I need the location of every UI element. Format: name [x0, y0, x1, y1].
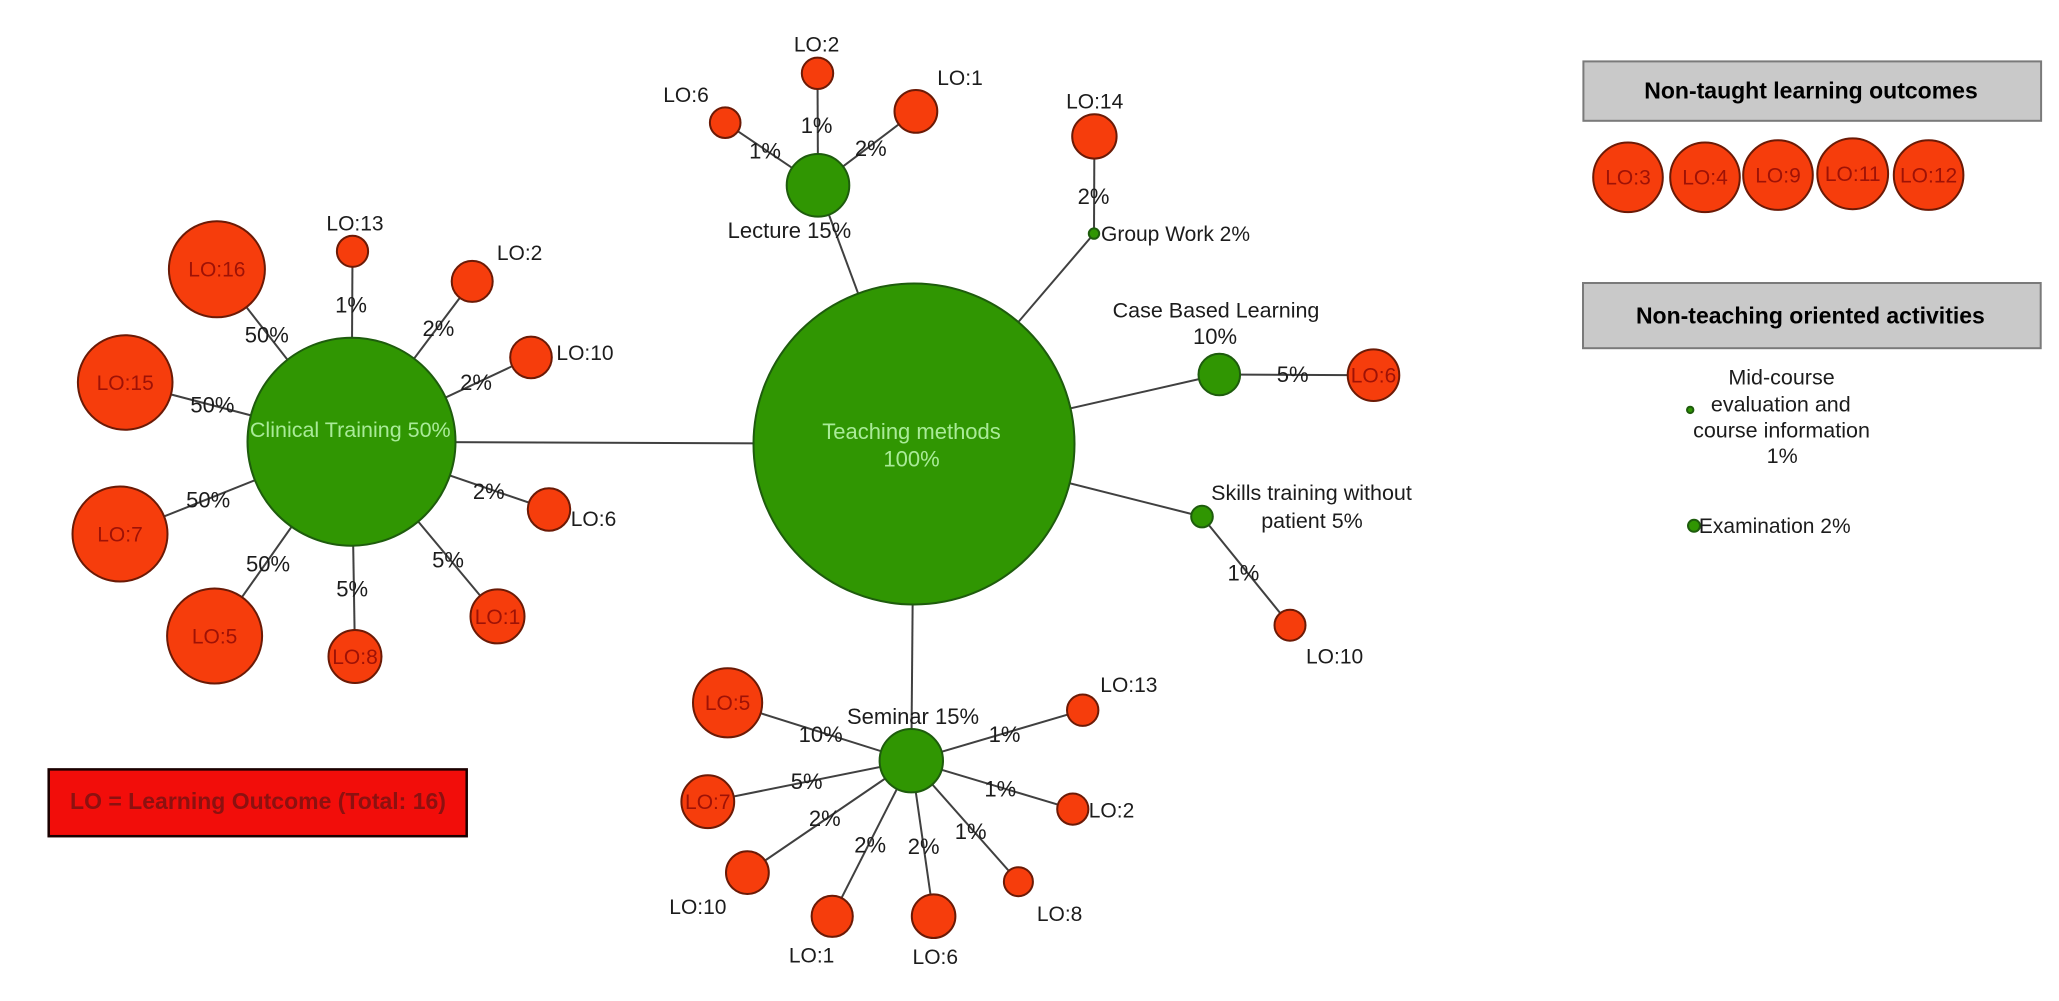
svg-text:5%: 5%: [791, 769, 823, 794]
svg-text:LO:2: LO:2: [497, 242, 543, 265]
svg-text:LO:3: LO:3: [1605, 167, 1651, 190]
svg-text:Seminar 15%: Seminar 15%: [847, 704, 979, 729]
svg-text:LO:4: LO:4: [1682, 167, 1728, 190]
svg-text:LO:7: LO:7: [685, 791, 731, 814]
svg-text:LO:10: LO:10: [1306, 645, 1363, 668]
svg-text:5%: 5%: [432, 548, 464, 573]
svg-text:Clinical Training 50%: Clinical Training 50%: [250, 418, 451, 442]
svg-text:Lecture 15%: Lecture 15%: [728, 218, 852, 243]
svg-text:50%: 50%: [186, 488, 230, 513]
svg-text:LO:10: LO:10: [556, 342, 613, 365]
svg-text:LO:1: LO:1: [937, 67, 983, 90]
svg-text:2%: 2%: [908, 834, 940, 859]
svg-text:5%: 5%: [336, 576, 368, 601]
svg-text:10%: 10%: [799, 722, 843, 747]
svg-text:LO:12: LO:12: [1900, 164, 1957, 187]
svg-text:50%: 50%: [246, 552, 290, 577]
svg-text:Group Work 2%: Group Work 2%: [1101, 223, 1250, 246]
svg-text:50%: 50%: [190, 393, 234, 418]
svg-text:1%: 1%: [1228, 561, 1260, 586]
svg-text:LO:5: LO:5: [192, 625, 238, 648]
svg-text:2%: 2%: [473, 479, 505, 504]
svg-text:1%: 1%: [335, 293, 367, 318]
svg-text:LO:6: LO:6: [663, 84, 709, 107]
svg-text:LO:6: LO:6: [913, 946, 959, 969]
svg-text:Case Based Learning: Case Based Learning: [1113, 299, 1320, 323]
svg-text:1%: 1%: [1767, 444, 1798, 468]
svg-text:LO:15: LO:15: [97, 372, 154, 395]
svg-text:LO:1: LO:1: [789, 944, 835, 967]
svg-text:2%: 2%: [1078, 184, 1110, 209]
svg-text:LO:8: LO:8: [1037, 903, 1083, 926]
svg-text:LO:6: LO:6: [1351, 365, 1397, 388]
svg-text:1%: 1%: [955, 819, 987, 844]
svg-text:Examination 2%: Examination 2%: [1699, 515, 1851, 538]
svg-text:LO:11: LO:11: [1825, 163, 1881, 186]
svg-text:LO:8: LO:8: [332, 646, 378, 669]
svg-text:2%: 2%: [855, 136, 887, 161]
svg-text:LO:16: LO:16: [188, 259, 245, 282]
svg-text:2%: 2%: [854, 832, 886, 857]
svg-text:10%: 10%: [1193, 324, 1237, 349]
svg-text:course information: course information: [1693, 419, 1870, 443]
svg-text:LO:5: LO:5: [705, 692, 751, 715]
svg-text:patient 5%: patient 5%: [1261, 509, 1363, 533]
svg-text:Non-teaching oriented activiti: Non-teaching oriented activities: [1636, 303, 1985, 329]
svg-text:1%: 1%: [749, 138, 781, 163]
svg-text:evaluation and: evaluation and: [1711, 393, 1851, 417]
svg-text:Skills training without: Skills training without: [1211, 481, 1412, 505]
svg-text:1%: 1%: [801, 113, 833, 138]
svg-text:50%: 50%: [245, 323, 289, 348]
svg-text:2%: 2%: [460, 370, 492, 395]
svg-text:LO:2: LO:2: [794, 33, 840, 56]
svg-text:LO:7: LO:7: [97, 523, 143, 546]
svg-text:5%: 5%: [1277, 362, 1309, 387]
svg-text:LO:1: LO:1: [475, 606, 521, 629]
svg-text:1%: 1%: [989, 722, 1021, 747]
svg-text:2%: 2%: [423, 316, 455, 341]
svg-text:Non-taught learning outcomes: Non-taught learning outcomes: [1644, 78, 1978, 104]
svg-text:Mid-course: Mid-course: [1728, 366, 1834, 390]
svg-text:LO:13: LO:13: [326, 213, 383, 236]
svg-text:LO:13: LO:13: [1100, 674, 1157, 697]
svg-text:LO:10: LO:10: [669, 896, 726, 919]
svg-text:LO = Learning Outcome (Total:: LO = Learning Outcome (Total: 16): [70, 788, 446, 814]
svg-text:1%: 1%: [984, 776, 1016, 801]
svg-text:2%: 2%: [809, 806, 841, 831]
svg-text:LO:2: LO:2: [1089, 799, 1135, 822]
svg-text:LO:6: LO:6: [571, 508, 617, 531]
svg-text:LO:14: LO:14: [1066, 91, 1124, 114]
svg-text:100%: 100%: [883, 447, 939, 472]
svg-text:LO:9: LO:9: [1755, 164, 1801, 187]
svg-text:Teaching methods: Teaching methods: [822, 419, 1001, 444]
